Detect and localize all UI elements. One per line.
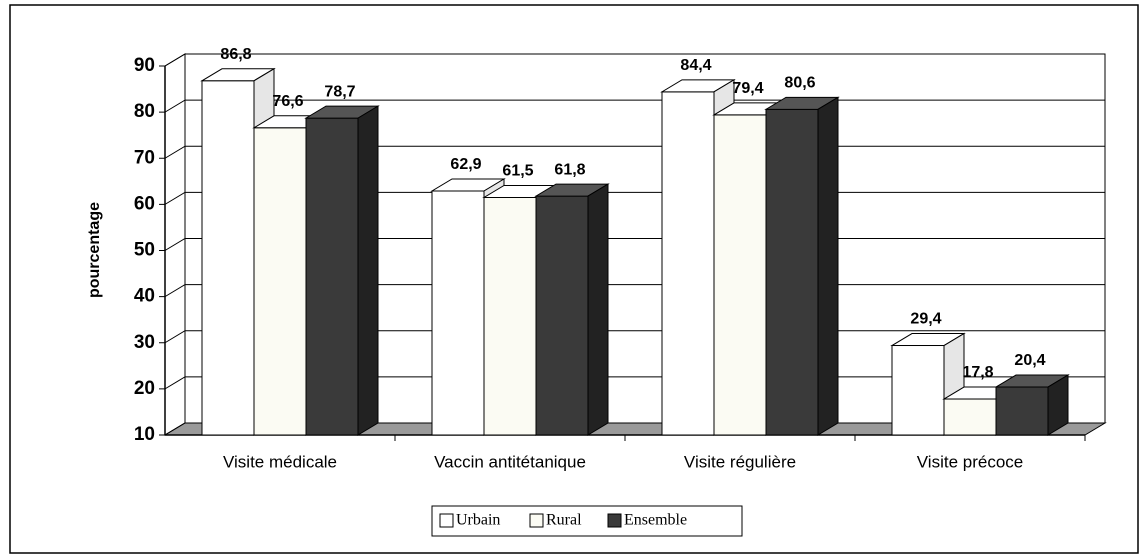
data-label: 17,8 (962, 364, 993, 381)
bar (994, 374, 1070, 436)
y-tick-label: 40 (134, 286, 155, 307)
data-label: 20,4 (1014, 352, 1045, 369)
bar-front (431, 190, 485, 436)
bar-side (1047, 374, 1069, 436)
legend-label: Urbain (456, 512, 500, 529)
data-label: 86,8 (220, 46, 251, 63)
legend-swatch (607, 513, 622, 528)
data-label: 84,4 (680, 57, 711, 74)
bar-front (943, 398, 997, 436)
data-label: 76,6 (272, 93, 303, 110)
x-tick-label: Visite précoce (917, 452, 1023, 471)
x-tick-label: Visite médicale (223, 452, 337, 471)
data-label: 29,4 (910, 311, 941, 328)
bar-front (201, 80, 255, 436)
bar (304, 105, 380, 436)
y-tick-label: 70 (134, 147, 155, 168)
bar-front (483, 196, 537, 436)
y-tick-label: 60 (134, 193, 155, 214)
bar-front (995, 386, 1049, 436)
x-tick-label: Vaccin antitétanique (434, 452, 586, 471)
x-tick-label: Visite régulière (684, 452, 796, 471)
bar-front (765, 108, 819, 436)
data-label: 79,4 (732, 80, 763, 97)
legend-swatch (439, 513, 454, 528)
y-tick-label: 20 (134, 378, 155, 399)
bar (764, 96, 840, 436)
legend: Urbain Rural Ensemble (431, 505, 743, 537)
grid-line (164, 53, 1105, 67)
y-tick-label: 50 (134, 240, 155, 261)
bar-front (661, 91, 715, 436)
legend-swatch (529, 513, 544, 528)
data-label: 80,6 (784, 75, 815, 92)
bar-side (587, 183, 609, 436)
legend-label: Ensemble (624, 512, 687, 529)
y-axis-label: pourcentage (86, 202, 103, 298)
bar-front (713, 114, 767, 436)
y-tick-label: 30 (134, 332, 155, 353)
bar-side (357, 105, 379, 436)
data-label: 62,9 (450, 156, 481, 173)
y-tick-label: 90 (134, 55, 155, 76)
legend-box (431, 505, 743, 537)
bar-front (305, 117, 359, 436)
bar-front (535, 195, 589, 436)
y-tick-label: 10 (134, 424, 155, 445)
bar (534, 183, 610, 436)
bar-side (817, 96, 839, 436)
data-label: 61,5 (502, 163, 533, 180)
legend-label: Rural (546, 512, 582, 529)
bar-front (253, 127, 307, 436)
data-label: 78,7 (324, 83, 355, 100)
data-label: 61,8 (554, 161, 585, 178)
y-tick-label: 80 (134, 101, 155, 122)
bar-front (891, 345, 945, 436)
